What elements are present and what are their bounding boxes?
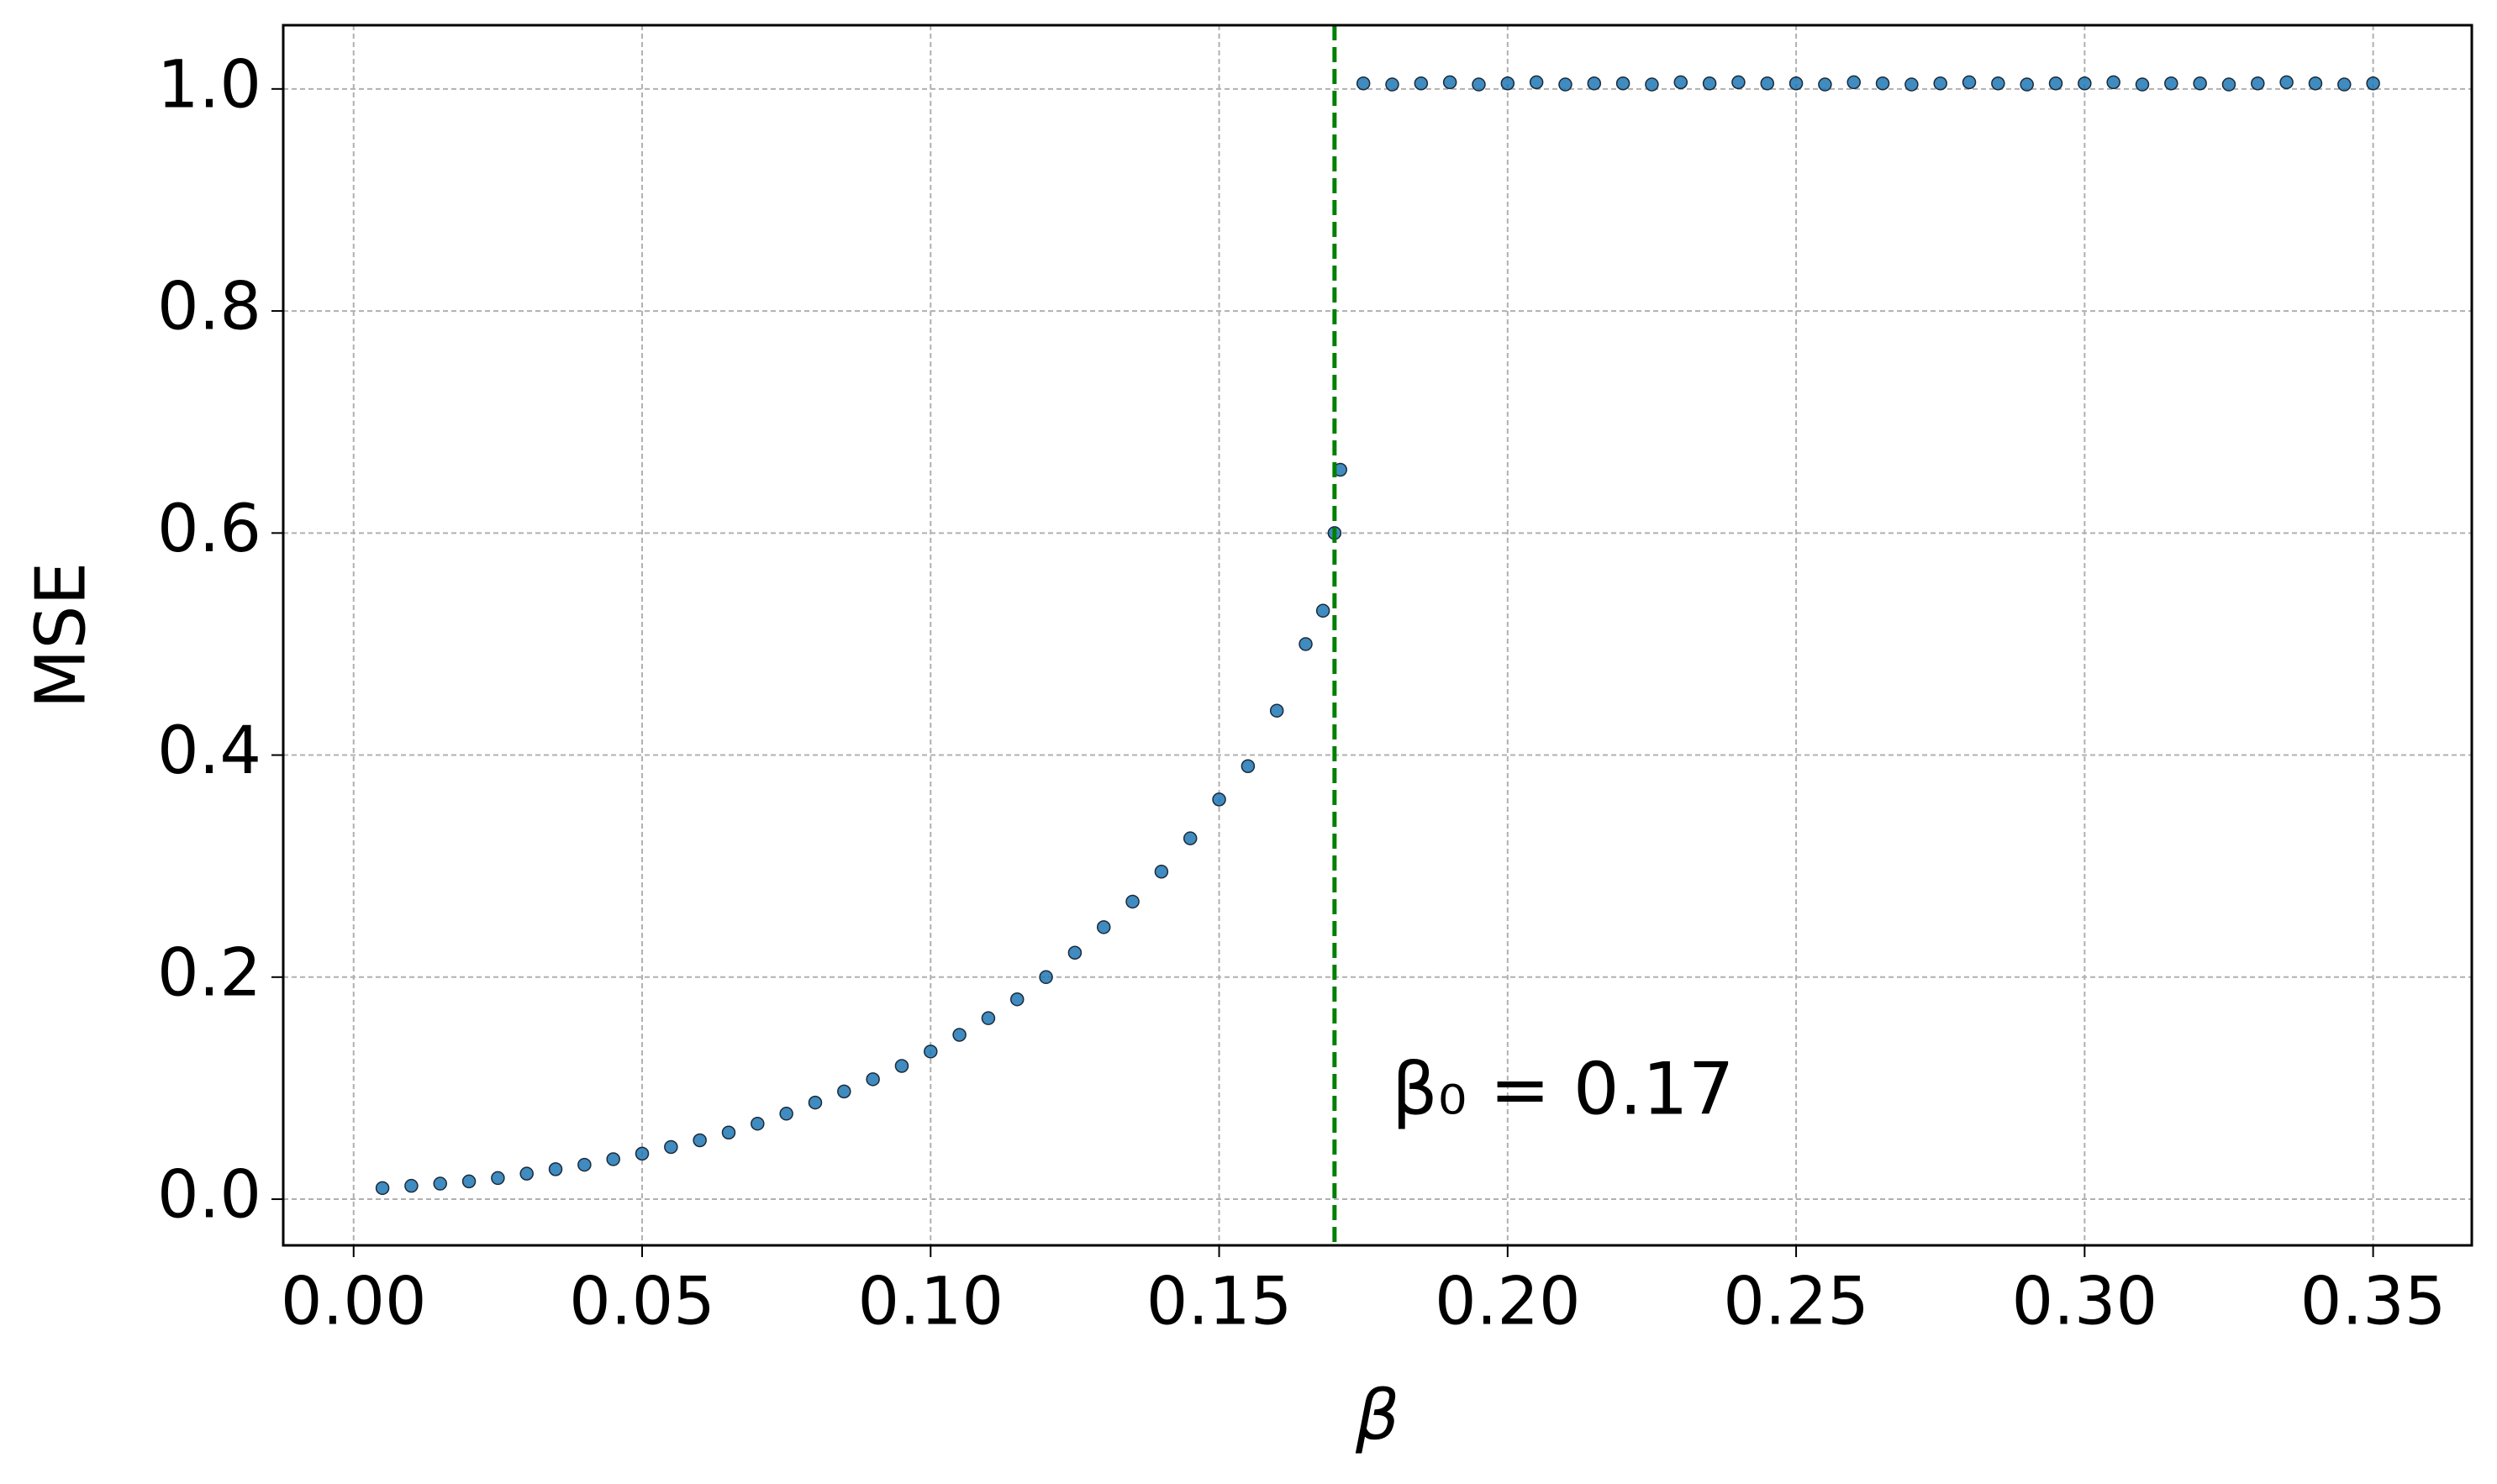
x-tick-label: 0.00 [281,1264,427,1339]
point [1645,77,1659,92]
point [1529,75,1544,90]
point [404,1178,419,1193]
point [1904,77,1919,92]
y-tick-label: 0.8 [157,270,261,345]
point [433,1176,447,1191]
point [1933,76,1947,91]
point [1154,865,1169,879]
point [1788,76,1804,91]
point [548,1162,563,1176]
point [1241,759,1256,774]
point [2193,76,2207,91]
point [606,1152,620,1166]
point [779,1107,793,1121]
point [1818,77,1832,92]
point [751,1116,765,1131]
point [1962,75,1977,90]
point [519,1166,534,1181]
point [2251,76,2265,91]
point [2337,77,2352,92]
point [1442,75,1457,90]
point [1212,792,1226,807]
point [577,1157,592,1172]
y-tick-label: 0.0 [157,1158,261,1234]
point [461,1174,477,1189]
point [1875,76,1890,91]
y-tick-label: 0.2 [157,935,261,1011]
point [1587,76,1602,91]
point [1315,603,1330,618]
x-tick-label: 0.10 [857,1264,1004,1339]
point [2221,77,2236,92]
x-tick-label: 0.25 [1723,1264,1869,1339]
threshold-label: β₀ = 0.17 [1392,1047,1735,1131]
point [894,1059,909,1073]
point [924,1045,938,1059]
point [1673,75,1688,90]
point [2366,76,2380,91]
x-tick-label: 0.20 [1435,1264,1581,1339]
point [1558,77,1572,92]
point [1299,637,1313,651]
point [1039,970,1053,985]
point [1991,76,2005,91]
point [2106,75,2120,90]
y-tick-label: 0.6 [157,492,261,567]
point [1846,75,1861,90]
point [1096,920,1111,934]
point [635,1146,650,1161]
point [1183,831,1198,845]
point [2164,76,2178,91]
x-tick-label: 0.35 [2300,1264,2447,1339]
point [981,1011,996,1025]
point [1125,894,1140,909]
point [1356,76,1371,91]
point [1615,76,1630,91]
point [375,1181,390,1196]
point [1010,992,1025,1007]
point [491,1171,505,1186]
point [693,1133,707,1148]
point [1760,76,1774,91]
point [837,1084,851,1099]
y-tick-label: 1.0 [157,47,261,123]
point [2048,76,2063,91]
point [2279,75,2294,90]
point [1385,77,1399,92]
point [866,1072,880,1087]
point [1269,703,1284,718]
point [1067,945,1083,960]
x-tick-label: 0.05 [569,1264,715,1339]
plot-frame [282,24,2473,1247]
x-axis-label: β [1355,1376,1399,1455]
point [2135,77,2150,92]
point [1414,76,1429,91]
x-tick-label: 0.15 [1146,1264,1293,1339]
y-tick-label: 0.4 [157,713,261,789]
point [664,1139,678,1155]
point [952,1028,967,1042]
point [2078,76,2092,91]
point [1500,76,1515,91]
point [2020,77,2034,92]
point [1702,76,1717,91]
point [1472,77,1486,92]
point [808,1095,823,1110]
y-axis-label: MSE [21,562,101,709]
point [1731,75,1746,90]
point [721,1125,736,1140]
point [2308,76,2323,91]
x-tick-label: 0.30 [2012,1264,2158,1339]
